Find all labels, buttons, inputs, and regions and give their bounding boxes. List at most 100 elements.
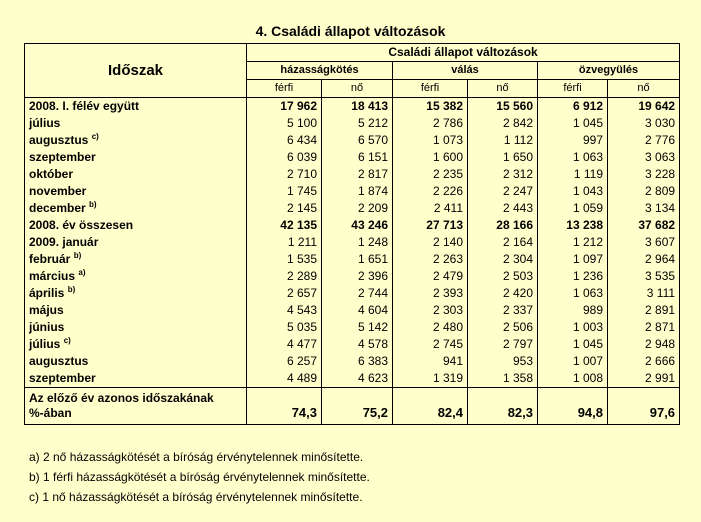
cell-value: 989 bbox=[537, 302, 608, 319]
cell-value: 4 623 bbox=[321, 370, 393, 388]
cell-value: 4 578 bbox=[321, 336, 393, 353]
cell-value: 6 434 bbox=[246, 132, 322, 149]
table-row: július 5 100 5 212 2 786 2 842 1 045 3 030 bbox=[24, 115, 681, 132]
table-row: augusztus c) 6 434 6 570 1 073 1 112 997 2 776 bbox=[24, 132, 681, 149]
summary-label: Az előző év azonos időszakának %-ában bbox=[24, 387, 247, 425]
cell-value: 3 111 bbox=[606, 285, 681, 302]
cell-value: 1 003 bbox=[537, 319, 608, 336]
cell-value: 2 786 bbox=[392, 115, 468, 132]
cell-value: 1 874 bbox=[321, 183, 393, 200]
cell-value: 1 008 bbox=[537, 370, 608, 388]
cell-value: 1 745 bbox=[246, 183, 322, 200]
row-label-text: július bbox=[29, 116, 61, 130]
divorce-header: válás bbox=[392, 61, 538, 80]
cell-value: 2 289 bbox=[246, 268, 322, 285]
table-row: 2008. I. félév együtt 17 962 18 413 15 382 1… bbox=[24, 97, 681, 115]
row-label: július c) bbox=[24, 336, 247, 353]
cell-value: 3 535 bbox=[606, 268, 681, 285]
cell-value: 1 236 bbox=[537, 268, 608, 285]
cell-value: 1 248 bbox=[321, 234, 393, 251]
cell-value: 4 489 bbox=[246, 370, 322, 388]
row-label: 2008. I. félév együtt bbox=[24, 97, 247, 115]
table-row: július c) 4 477 4 578 2 745 2 797 1 045 2 948 bbox=[24, 336, 681, 353]
family-status-table: Időszak Családi állapot változások házas… bbox=[24, 43, 681, 425]
summary-value: 82,3 bbox=[467, 387, 538, 425]
cell-value: 2 479 bbox=[392, 268, 468, 285]
cell-value: 3 134 bbox=[606, 200, 681, 217]
footnote-marker: b) bbox=[67, 285, 76, 294]
cell-value: 1 045 bbox=[537, 336, 608, 353]
sex-header-female: nő bbox=[467, 79, 538, 98]
cell-value: 2 312 bbox=[467, 166, 538, 183]
row-label-text: augusztus bbox=[29, 354, 89, 368]
footnote-marker: c) bbox=[91, 132, 99, 141]
row-label: szeptember bbox=[24, 149, 247, 166]
cell-value: 6 912 bbox=[537, 97, 608, 115]
sex-header-female: nő bbox=[321, 79, 393, 98]
cell-value: 2 420 bbox=[467, 285, 538, 302]
row-label-text: augusztus bbox=[29, 133, 89, 147]
row-label-text: június bbox=[29, 320, 65, 334]
row-label: április b) bbox=[24, 285, 247, 302]
cell-value: 5 212 bbox=[321, 115, 393, 132]
footnote-marker: b) bbox=[89, 200, 97, 209]
cell-value: 2 842 bbox=[467, 115, 538, 132]
cell-value: 6 039 bbox=[246, 149, 322, 166]
row-label: február b) bbox=[24, 251, 247, 268]
table-row: szeptember 4 489 4 623 1 319 1 358 1 008 2 991 bbox=[24, 370, 681, 388]
row-label: június bbox=[24, 319, 247, 336]
cell-value: 1 063 bbox=[537, 149, 608, 166]
cell-value: 2 226 bbox=[392, 183, 468, 200]
cell-value: 1 007 bbox=[537, 353, 608, 370]
cell-value: 2 776 bbox=[606, 132, 681, 149]
footnote-marker: a) bbox=[78, 268, 86, 277]
cell-value: 2 145 bbox=[246, 200, 322, 217]
cell-value: 1 112 bbox=[467, 132, 538, 149]
row-label: szeptember bbox=[24, 370, 247, 388]
row-label-text: május bbox=[29, 303, 64, 317]
row-label: május bbox=[24, 302, 247, 319]
row-label: november bbox=[24, 183, 247, 200]
row-label: március a) bbox=[24, 268, 247, 285]
row-label-text: 2008. év összesen bbox=[29, 218, 134, 232]
cell-value: 2 443 bbox=[467, 200, 538, 217]
table-row: szeptember 6 039 6 151 1 600 1 650 1 063 3 063 bbox=[24, 149, 681, 166]
footnote-a: a) 2 nő házasságkötését a bíróság érvény… bbox=[29, 450, 364, 464]
row-label-text: december bbox=[29, 201, 86, 215]
footnote-c: c) 1 nő házasságkötését a bíróság érvény… bbox=[29, 490, 363, 504]
row-label-text: szeptember bbox=[29, 150, 96, 164]
cell-value: 2 411 bbox=[392, 200, 468, 217]
row-label: december b) bbox=[24, 200, 247, 217]
cell-value: 2 263 bbox=[392, 251, 468, 268]
row-label: augusztus c) bbox=[24, 132, 247, 149]
cell-value: 2 140 bbox=[392, 234, 468, 251]
table-row: augusztus 6 257 6 383 941 953 1 007 2 666 bbox=[24, 353, 681, 370]
row-label-text: november bbox=[29, 184, 87, 198]
cell-value: 2 164 bbox=[467, 234, 538, 251]
row-label: 2008. év összesen bbox=[24, 217, 247, 234]
footnotes: a) 2 nő házasságkötését a bíróság érvény… bbox=[29, 447, 370, 507]
table-row: december b) 2 145 2 209 2 411 2 443 1 059 3 13… bbox=[24, 200, 681, 217]
cell-value: 1 097 bbox=[537, 251, 608, 268]
cell-value: 2 303 bbox=[392, 302, 468, 319]
cell-value: 2 797 bbox=[467, 336, 538, 353]
cell-value: 6 151 bbox=[321, 149, 393, 166]
cell-value: 2 745 bbox=[392, 336, 468, 353]
cell-value: 19 642 bbox=[606, 97, 681, 115]
cell-value: 18 413 bbox=[321, 97, 393, 115]
summary-value: 82,4 bbox=[392, 387, 468, 425]
cell-value: 13 238 bbox=[537, 217, 608, 234]
cell-value: 4 543 bbox=[246, 302, 322, 319]
table-row: április b) 2 657 2 744 2 393 2 420 1 063 3 111 bbox=[24, 285, 681, 302]
cell-value: 1 319 bbox=[392, 370, 468, 388]
summary-label-line1: Az előző év azonos időszakának bbox=[29, 391, 214, 405]
cell-value: 28 166 bbox=[467, 217, 538, 234]
cell-value: 941 bbox=[392, 353, 468, 370]
cell-value: 15 382 bbox=[392, 97, 468, 115]
row-label: 2009. január bbox=[24, 234, 247, 251]
cell-value: 2 666 bbox=[606, 353, 681, 370]
cell-value: 3 063 bbox=[606, 149, 681, 166]
cell-value: 3 030 bbox=[606, 115, 681, 132]
cell-value: 2 337 bbox=[467, 302, 538, 319]
row-label-text: 2009. január bbox=[29, 235, 99, 249]
